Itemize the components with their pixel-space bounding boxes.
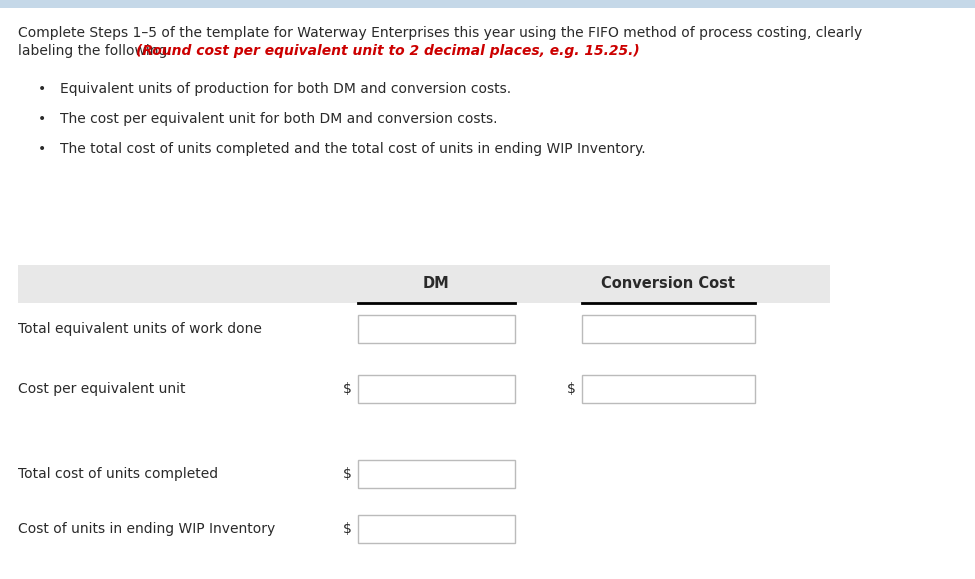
- Text: Conversion Cost: Conversion Cost: [601, 277, 735, 291]
- Bar: [0, 0, 975, 8]
- Text: $: $: [343, 522, 352, 536]
- Text: •: •: [38, 112, 46, 126]
- Text: •: •: [38, 82, 46, 96]
- Text: Complete Steps 1–5 of the template for Waterway Enterprises this year using the : Complete Steps 1–5 of the template for W…: [18, 26, 862, 40]
- FancyBboxPatch shape: [582, 375, 755, 403]
- Text: labeling the following.: labeling the following.: [18, 44, 176, 58]
- FancyBboxPatch shape: [358, 375, 515, 403]
- Text: The cost per equivalent unit for both DM and conversion costs.: The cost per equivalent unit for both DM…: [60, 112, 497, 126]
- Text: Cost per equivalent unit: Cost per equivalent unit: [18, 382, 185, 396]
- Text: $: $: [567, 382, 576, 396]
- FancyBboxPatch shape: [582, 315, 755, 343]
- Text: Cost of units in ending WIP Inventory: Cost of units in ending WIP Inventory: [18, 522, 275, 536]
- Text: Total cost of units completed: Total cost of units completed: [18, 467, 218, 481]
- Text: (Round cost per equivalent unit to 2 decimal places, e.g. 15.25.): (Round cost per equivalent unit to 2 dec…: [136, 44, 640, 58]
- FancyBboxPatch shape: [358, 460, 515, 488]
- Text: The total cost of units completed and the total cost of units in ending WIP Inve: The total cost of units completed and th…: [60, 142, 645, 156]
- FancyBboxPatch shape: [358, 315, 515, 343]
- Text: Equivalent units of production for both DM and conversion costs.: Equivalent units of production for both …: [60, 82, 511, 96]
- Text: Total equivalent units of work done: Total equivalent units of work done: [18, 322, 262, 336]
- Text: $: $: [343, 467, 352, 481]
- FancyBboxPatch shape: [358, 515, 515, 543]
- Text: $: $: [343, 382, 352, 396]
- Bar: [18, 265, 830, 303]
- Text: •: •: [38, 142, 46, 156]
- Text: DM: DM: [422, 277, 449, 291]
